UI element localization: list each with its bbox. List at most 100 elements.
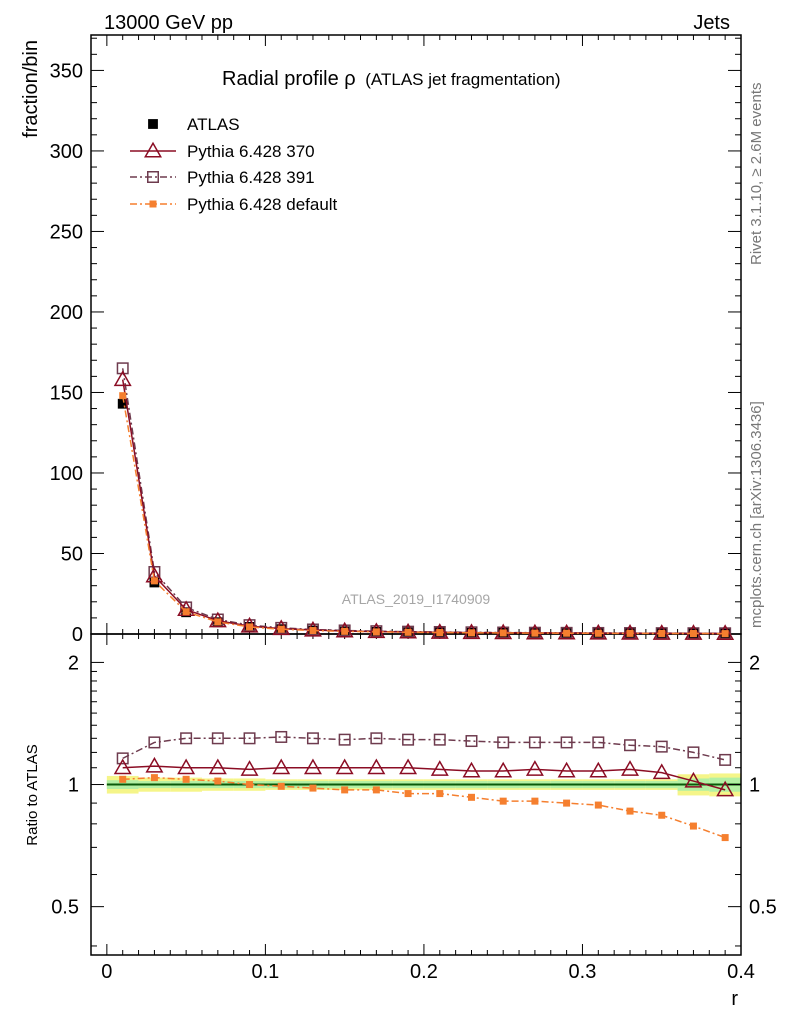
ratio-series [113, 730, 735, 842]
main-point-p370 [303, 620, 322, 637]
main-point-pdefault [246, 623, 254, 631]
ratio-y-tick-label-right: 2 [749, 652, 760, 674]
ratio-point-p370 [399, 758, 418, 775]
main-point-p370 [621, 624, 640, 640]
ratio-point-p370 [557, 761, 576, 778]
main-point-pdefault [404, 628, 412, 636]
main-point-p370 [557, 623, 576, 640]
ratio-point-p370 [367, 758, 386, 775]
ratio-panel-frame [90, 633, 742, 956]
ratio-point-p391 [148, 736, 161, 749]
y-tick-label: 0 [72, 624, 83, 646]
y-axis-label-ratio: Ratio to ATLAS [24, 744, 41, 845]
ratio-point-pdefault [150, 774, 158, 782]
ratio-point-p370 [494, 761, 513, 778]
main-point-atlas [117, 398, 128, 409]
main-line-pdefault [121, 395, 726, 635]
ratio-point-p370 [335, 758, 354, 775]
main-point-pdefault [467, 629, 475, 637]
main-point-p370 [335, 621, 354, 638]
ratio-point-p391 [592, 736, 605, 749]
x-tick-label: 0.2 [410, 961, 438, 983]
y-tick-label: 150 [50, 382, 83, 404]
y-tick-label: 300 [50, 141, 83, 163]
ratio-point-p391 [402, 733, 415, 746]
ratio-point-p370 [652, 763, 671, 780]
ratio-y-tick-label: 0.5 [51, 897, 79, 919]
legend-label-p370: Pythia 6.428 370 [187, 142, 315, 161]
ratio-point-pdefault [436, 790, 444, 798]
header-right: Jets [693, 12, 730, 34]
ratio-point-p370 [716, 780, 735, 797]
x-tick-label: 0.4 [727, 961, 755, 983]
ratio-point-pdefault [689, 822, 697, 830]
ratio-y-tick-label-right: 1 [749, 775, 760, 797]
legend-label-p391: Pythia 6.428 391 [187, 168, 315, 187]
legend-marker-p391 [147, 171, 159, 183]
ratio-point-p391 [465, 735, 478, 748]
main-point-pdefault [182, 608, 190, 616]
x-tick-label: 0.1 [251, 961, 279, 983]
main-point-pdefault [626, 629, 634, 637]
ratio-point-p370 [589, 761, 608, 778]
ratio-point-pdefault [721, 834, 729, 842]
main-point-p370 [399, 622, 418, 639]
ratio-point-pdefault [246, 781, 254, 789]
y-axis-label-main: fraction/bin [20, 40, 42, 138]
main-point-pdefault [436, 629, 444, 637]
main-point-p370 [525, 623, 544, 640]
ratio-point-p370 [303, 758, 322, 775]
main-point-p370 [716, 624, 735, 641]
legend-label-atlas: ATLAS [187, 115, 240, 134]
header-left: 13000 GeV pp [104, 12, 233, 34]
ratio-point-p391 [528, 736, 541, 749]
y-tick-label: 250 [50, 221, 83, 243]
ratio-point-p391 [180, 732, 193, 745]
ratio-point-p370 [177, 758, 196, 775]
main-point-pdefault [341, 627, 349, 635]
legend: ATLAS Pythia 6.428 370 Pythia 6.428 391 Pyt… [130, 115, 338, 214]
ratio-point-pdefault [372, 786, 380, 794]
main-point-pdefault [372, 628, 380, 636]
main-point-p370 [272, 619, 291, 636]
ratio-point-p391 [433, 733, 446, 746]
ratio-point-p391 [116, 752, 129, 765]
ratio-point-p370 [208, 758, 227, 775]
ratio-point-pdefault [531, 797, 539, 805]
chart-title-suffix: (ATLAS jet fragmentation) [365, 70, 560, 89]
y-tick-label: 350 [50, 60, 83, 82]
ratio-point-p370 [240, 760, 259, 776]
legend-marker-p370 [144, 141, 162, 158]
ratio-point-p370 [145, 756, 164, 773]
rivet-version-text: Rivet 3.1.10, ≥ 2.6M events [748, 83, 765, 266]
ratio-point-p370 [272, 758, 291, 775]
y-tick-label: 200 [50, 302, 83, 324]
main-point-pdefault [309, 627, 317, 635]
main-point-pdefault [594, 629, 602, 637]
main-point-p370 [462, 623, 481, 640]
ratio-point-p391 [687, 746, 700, 759]
main-point-pdefault [689, 630, 697, 638]
ratio-point-pdefault [182, 775, 190, 783]
chart-title: Radial profile ρ (ATLAS jet fragmentatio… [222, 68, 561, 90]
ratio-point-p391 [655, 740, 668, 753]
legend-marker-atlas [148, 119, 158, 129]
ratio-point-pdefault [563, 799, 571, 807]
ratio-point-p391 [370, 732, 383, 745]
main-point-p370 [589, 623, 608, 640]
main-point-pdefault [119, 392, 127, 400]
ratio-point-pdefault [214, 777, 222, 785]
legend-label-pdefault: Pythia 6.428 default [187, 195, 338, 214]
main-point-pdefault [499, 629, 507, 637]
ratio-y-tick-label: 1 [68, 775, 79, 797]
main-point-pdefault [150, 577, 158, 585]
main-point-p370 [208, 611, 227, 628]
ratio-point-p391 [211, 732, 224, 745]
y-tick-label: 50 [61, 543, 83, 565]
ratio-point-pdefault [499, 797, 507, 805]
ratio-point-p391 [719, 753, 732, 766]
main-point-p370 [240, 616, 259, 633]
main-point-pdefault [563, 629, 571, 637]
main-point-pdefault [277, 625, 285, 633]
x-axis-label: r [731, 988, 738, 1010]
